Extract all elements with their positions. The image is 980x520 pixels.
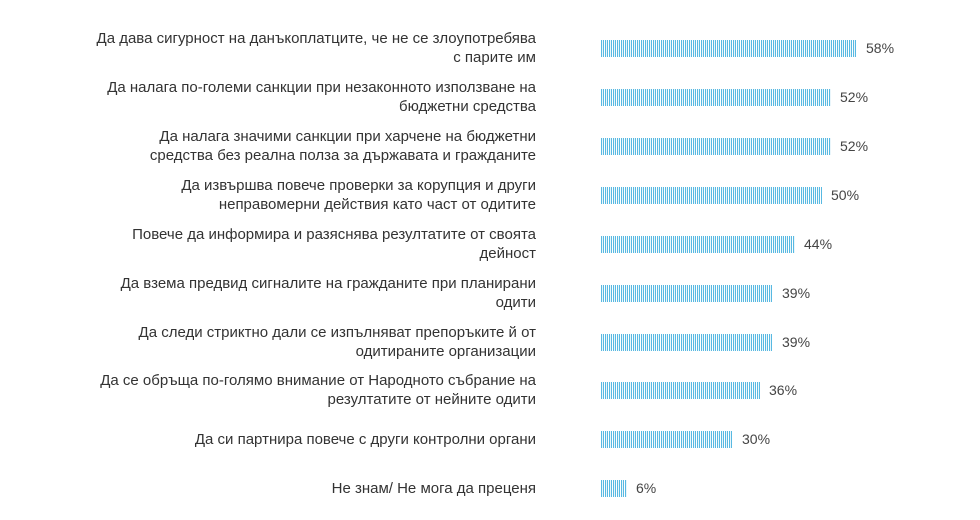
value-label: 30%	[742, 430, 771, 447]
value-label: 52%	[840, 137, 869, 154]
bar	[601, 430, 733, 448]
bar	[601, 479, 627, 497]
bar	[601, 235, 795, 253]
category-label: Повече да информира и разяснява резултат…	[132, 226, 536, 262]
value-label: 39%	[782, 284, 811, 301]
bar	[601, 284, 773, 302]
category-label: Да следи стриктно дали се изпълняват пре…	[138, 324, 536, 360]
category-label: Не знам/ Не мога да преценя	[331, 479, 536, 497]
value-label: 39%	[782, 333, 811, 350]
value-label: 44%	[804, 235, 833, 252]
category-label: Да извършва повече проверки за корупция …	[181, 177, 536, 213]
category-label: Да си партнира повече с други контролни …	[194, 430, 536, 448]
bar	[601, 333, 773, 351]
bar	[601, 186, 822, 204]
category-label: Да дава сигурност на данъкоплатците, че …	[96, 30, 536, 66]
category-label: Да налага по-големи санкции при незаконн…	[107, 79, 536, 115]
value-label: 52%	[840, 88, 869, 105]
bar	[601, 381, 760, 399]
value-label: 50%	[831, 186, 860, 203]
bar	[601, 39, 857, 57]
bar	[601, 137, 831, 155]
category-label: Да взема предвид сигналите на гражданите…	[120, 275, 536, 311]
category-label: Да налага значими санкции при харчене на…	[149, 128, 536, 164]
value-label: 58%	[866, 39, 895, 56]
bar	[601, 88, 831, 106]
value-label: 6%	[636, 479, 657, 496]
value-label: 36%	[769, 381, 798, 398]
category-label: Да се обръща по-голямо внимание от Народ…	[100, 372, 536, 408]
